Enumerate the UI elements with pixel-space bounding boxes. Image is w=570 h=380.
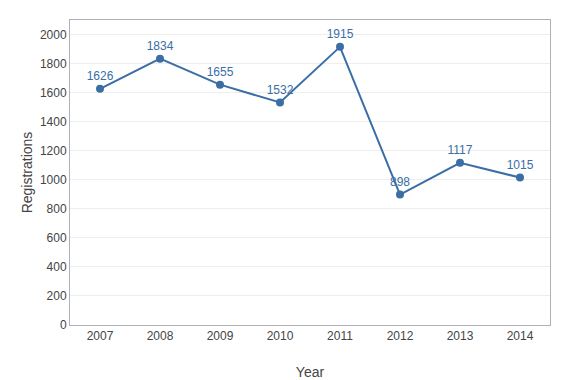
svg-text:400: 400 xyxy=(47,260,67,274)
svg-text:1655: 1655 xyxy=(207,65,234,79)
svg-text:Registrations: Registrations xyxy=(19,132,35,214)
svg-text:1015: 1015 xyxy=(507,158,534,172)
svg-text:2010: 2010 xyxy=(267,329,294,343)
svg-text:800: 800 xyxy=(47,202,67,216)
svg-text:2008: 2008 xyxy=(147,329,174,343)
svg-text:2013: 2013 xyxy=(447,329,474,343)
svg-text:1117: 1117 xyxy=(448,143,473,157)
svg-text:1400: 1400 xyxy=(40,115,67,129)
svg-text:1200: 1200 xyxy=(40,144,67,158)
svg-text:2011: 2011 xyxy=(327,329,353,343)
svg-text:1532: 1532 xyxy=(267,83,294,97)
svg-text:1800: 1800 xyxy=(40,57,67,71)
svg-text:200: 200 xyxy=(47,289,67,303)
svg-text:1915: 1915 xyxy=(327,27,354,41)
svg-text:2014: 2014 xyxy=(507,329,534,343)
svg-text:600: 600 xyxy=(47,231,67,245)
svg-text:2000: 2000 xyxy=(40,28,67,42)
svg-text:0: 0 xyxy=(60,318,67,332)
svg-text:1600: 1600 xyxy=(40,86,67,100)
svg-text:1626: 1626 xyxy=(87,69,114,83)
svg-text:2007: 2007 xyxy=(87,329,114,343)
svg-text:1000: 1000 xyxy=(40,173,67,187)
svg-text:1834: 1834 xyxy=(147,39,174,53)
svg-text:Year: Year xyxy=(296,364,325,380)
svg-text:2012: 2012 xyxy=(387,329,414,343)
svg-text:2009: 2009 xyxy=(207,329,234,343)
svg-text:898: 898 xyxy=(390,175,410,189)
